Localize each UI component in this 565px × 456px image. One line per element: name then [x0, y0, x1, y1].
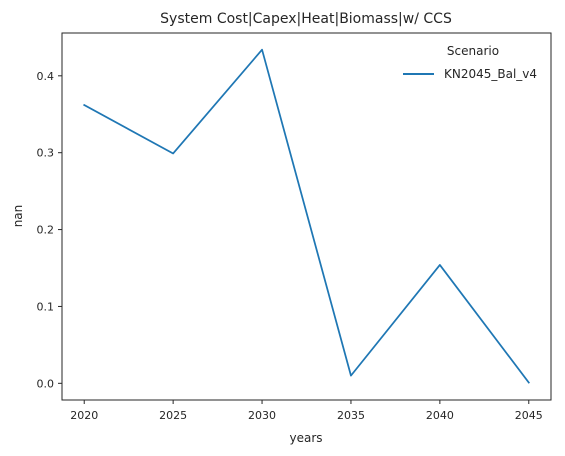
y-axis-ticks: 0.0 0.1 0.2 0.3 0.4 — [37, 70, 62, 390]
legend: Scenario KN2045_Bal_v4 — [403, 44, 537, 81]
legend-title: Scenario — [447, 44, 499, 58]
x-axis-label: years — [289, 431, 322, 445]
legend-entry-label: KN2045_Bal_v4 — [444, 67, 537, 81]
series-line-0 — [83, 48, 530, 384]
y-axis-label: nan — [11, 205, 25, 228]
x-axis-ticks: 2020 2025 2030 2035 2040 2045 — [70, 400, 543, 422]
series-layer — [83, 48, 530, 384]
x-tick-label: 2040 — [426, 409, 454, 422]
plot-area-frame — [61, 32, 552, 401]
y-tick-label: 0.2 — [37, 224, 55, 237]
y-tick-label: 0.1 — [37, 300, 55, 313]
x-tick-label: 2035 — [337, 409, 365, 422]
x-tick-label: 2030 — [248, 409, 276, 422]
y-tick-label: 0.4 — [37, 70, 55, 83]
x-tick-label: 2045 — [515, 409, 543, 422]
y-tick-label: 0.0 — [37, 377, 55, 390]
chart-title: System Cost|Capex|Heat|Biomass|w/ CCS — [160, 11, 452, 27]
y-tick-label: 0.3 — [37, 147, 55, 160]
x-tick-label: 2025 — [159, 409, 187, 422]
x-tick-label: 2020 — [70, 409, 98, 422]
